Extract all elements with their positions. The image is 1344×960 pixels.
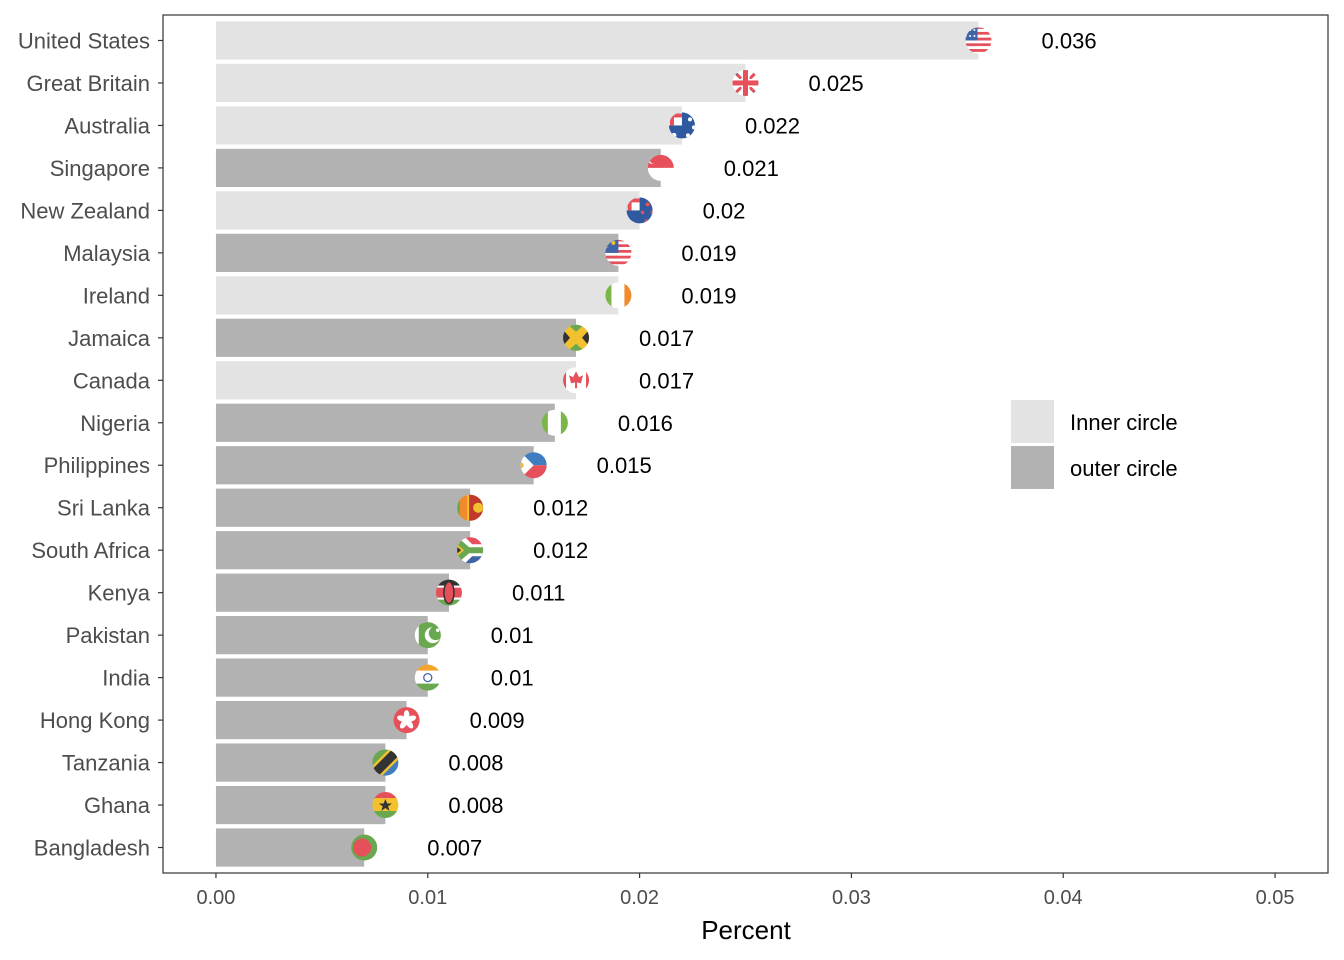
x-tick-label: 0.05 <box>1256 887 1295 909</box>
x-axis: 0.00 0.01 0.02 0.03 0.04 0.05 <box>196 873 1295 909</box>
x-tick-label: 0.02 <box>620 887 659 909</box>
bar-sri-lanka <box>215 488 471 527</box>
bar-nigeria <box>215 403 555 442</box>
category-label: Kenya <box>88 581 151 606</box>
category-label: Canada <box>73 368 151 393</box>
category-label: Jamaica <box>68 326 151 351</box>
category-label: South Africa <box>31 538 150 563</box>
value-label: 0.009 <box>470 708 525 733</box>
x-axis-title: Percent <box>701 915 791 945</box>
value-label: 0.01 <box>491 623 534 648</box>
bar-jamaica <box>215 318 577 357</box>
category-label: Ghana <box>84 793 151 818</box>
in-flag-icon <box>414 664 441 691</box>
pk-flag-icon <box>414 622 441 649</box>
x-tick-label: 0.04 <box>1044 887 1083 909</box>
bd-flag-icon <box>351 834 378 861</box>
category-label: Sri Lanka <box>57 496 151 521</box>
lk-flag-icon <box>457 494 484 521</box>
value-label: 0.008 <box>448 793 503 818</box>
category-label: Hong Kong <box>40 708 150 733</box>
category-label: New Zealand <box>20 198 150 223</box>
bar-south-africa <box>215 531 471 570</box>
bar-ghana <box>215 785 386 825</box>
category-label: Nigeria <box>80 411 150 436</box>
x-tick-label: 0.01 <box>408 887 447 909</box>
category-label: Ireland <box>83 283 150 308</box>
bar-bangladesh <box>215 828 365 867</box>
value-label: 0.016 <box>618 411 673 436</box>
bar-tanzania <box>215 743 386 782</box>
bars-layer <box>215 21 979 867</box>
hk-flag-icon <box>393 707 420 734</box>
gh-flag-icon <box>372 792 399 819</box>
category-label: United States <box>18 28 150 53</box>
y-axis: United States Great Britain Australia Singa… <box>18 28 163 861</box>
bar-hong-kong <box>215 700 407 740</box>
category-label: Pakistan <box>66 623 150 648</box>
bar-kenya <box>215 573 449 612</box>
category-label: Tanzania <box>62 751 151 776</box>
legend-key <box>1011 400 1054 443</box>
bar-new-zealand <box>215 191 640 230</box>
category-label: Bangladesh <box>34 836 150 861</box>
category-label: Malaysia <box>63 241 151 266</box>
value-label: 0.021 <box>724 156 779 181</box>
category-label: Singapore <box>50 156 150 181</box>
x-tick-label: 0.00 <box>196 887 235 909</box>
value-label: 0.015 <box>597 453 652 478</box>
bar-philippines <box>215 446 534 485</box>
category-label: Australia <box>64 113 150 138</box>
legend-key <box>1011 446 1054 489</box>
bar-australia <box>215 106 682 145</box>
value-label: 0.008 <box>448 751 503 776</box>
value-label: 0.022 <box>745 113 800 138</box>
value-label: 0.025 <box>809 71 864 96</box>
bar-malaysia <box>215 233 619 272</box>
legend: Inner circle outer circle <box>1011 400 1178 489</box>
ke-flag-icon <box>435 579 462 606</box>
bar-canada <box>215 361 577 400</box>
ng-flag-icon <box>541 409 568 436</box>
category-label: India <box>102 666 150 691</box>
value-label: 0.019 <box>681 241 736 266</box>
jm-flag-icon <box>563 324 590 351</box>
bar-pakistan <box>215 616 428 655</box>
value-label: 0.017 <box>639 368 694 393</box>
value-label: 0.019 <box>681 283 736 308</box>
value-label: 0.012 <box>533 538 588 563</box>
ph-flag-icon <box>520 452 547 479</box>
value-label: 0.007 <box>427 836 482 861</box>
value-label: 0.036 <box>1042 28 1097 53</box>
value-label: 0.02 <box>703 198 746 223</box>
value-labels-layer: 0.036 0.025 0.022 0.021 0.02 0.019 0.019 0.017 0… <box>427 28 1096 860</box>
value-label: 0.01 <box>491 666 534 691</box>
category-label: Great Britain <box>27 71 151 96</box>
bar-india <box>215 658 428 697</box>
legend-label: Inner circle <box>1070 410 1178 435</box>
ca-flag-icon <box>563 367 590 394</box>
legend-label: outer circle <box>1070 456 1178 481</box>
value-label: 0.011 <box>512 581 565 606</box>
nz-flag-icon <box>626 197 653 224</box>
bar-ireland <box>215 276 619 315</box>
sg-flag-icon <box>647 154 674 181</box>
x-tick-label: 0.03 <box>832 887 871 909</box>
ie-flag-icon <box>605 282 632 309</box>
bar-great-britain <box>215 63 746 103</box>
value-label: 0.012 <box>533 496 588 521</box>
category-label: Philippines <box>44 453 150 478</box>
bar-singapore <box>215 148 661 188</box>
value-label: 0.017 <box>639 326 694 351</box>
bar-united-states <box>215 21 979 60</box>
